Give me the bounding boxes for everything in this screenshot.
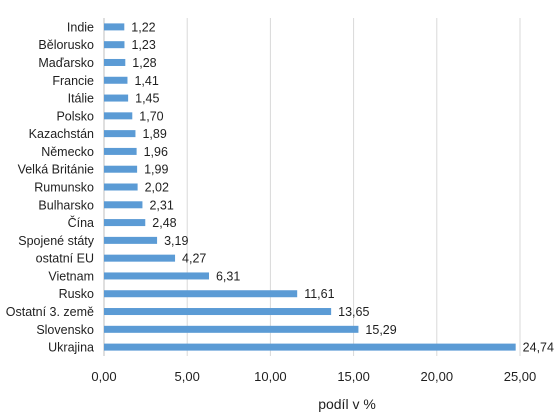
x-tick-label: 25,00: [504, 369, 537, 384]
value-label: 24,74: [523, 341, 554, 355]
bar: [104, 290, 298, 298]
value-label: 1,99: [144, 163, 168, 177]
x-tick-label: 10,00: [254, 369, 287, 384]
x-tick-label: 15,00: [337, 369, 370, 384]
bar: [104, 112, 133, 120]
bar: [104, 219, 146, 227]
category-label: Kazachstán: [29, 127, 94, 141]
bar: [104, 23, 125, 31]
x-tick-label: 0,00: [91, 369, 116, 384]
bar: [104, 343, 516, 351]
bars: [104, 23, 516, 351]
value-label: 13,65: [338, 305, 369, 319]
category-label: Rusko: [59, 287, 94, 301]
x-tick-label: 20,00: [421, 369, 454, 384]
x-axis-title: podíl v %: [318, 396, 376, 412]
bar: [104, 58, 126, 66]
bar: [104, 165, 138, 173]
bar: [104, 201, 143, 209]
category-labels: Indie Bělorusko Maďarsko Francie Itálie Polsk…: [6, 20, 95, 354]
category-label: Vietnam: [48, 269, 94, 283]
category-label: Itálie: [68, 92, 94, 106]
bar: [104, 130, 136, 138]
value-label: 1,45: [135, 92, 159, 106]
category-label: ostatní EU: [36, 252, 94, 266]
value-label: 2,02: [145, 181, 169, 195]
value-label: 3,19: [164, 234, 188, 248]
bar: [104, 183, 138, 191]
category-label: Spojené státy: [18, 234, 94, 248]
bar: [104, 308, 332, 316]
value-label: 1,41: [134, 74, 158, 88]
value-label: 15,29: [365, 323, 396, 337]
bar: [104, 147, 137, 155]
bar: [104, 236, 158, 244]
bar: [104, 272, 209, 280]
value-label: 4,27: [182, 252, 206, 266]
bar: [104, 325, 359, 333]
bar: [104, 76, 128, 84]
bar: [104, 94, 129, 102]
bar: [104, 254, 176, 262]
value-label: 1,22: [131, 20, 155, 34]
value-labels: 1,22 1,23 1,28 1,41 1,45 1,70 1,89 1,96 1,99 2,02…: [131, 20, 554, 354]
value-label: 1,70: [139, 109, 163, 123]
value-label: 1,23: [131, 38, 155, 52]
category-label: Rumunsko: [34, 181, 94, 195]
x-tick-label: 5,00: [175, 369, 200, 384]
value-label: 2,48: [152, 216, 176, 230]
category-label: Francie: [52, 74, 94, 88]
category-label: Polsko: [56, 109, 94, 123]
x-tick-labels: 0,00 5,00 10,00 15,00 20,00 25,00: [91, 369, 536, 384]
bar: [104, 41, 125, 49]
category-label: Ostatní 3. země: [6, 305, 94, 319]
category-label: Velká Británie: [18, 163, 94, 177]
category-label: Ukrajina: [48, 341, 94, 355]
category-label: Bulharsko: [38, 198, 94, 212]
category-label: Slovensko: [36, 323, 94, 337]
category-label: Německo: [41, 145, 94, 159]
category-label: Indie: [67, 20, 94, 34]
value-label: 6,31: [216, 269, 240, 283]
value-label: 11,61: [304, 287, 334, 301]
value-label: 1,28: [132, 56, 156, 70]
category-label: Čína: [68, 215, 94, 230]
value-label: 2,31: [149, 198, 173, 212]
gridlines: [103, 18, 521, 356]
category-label: Maďarsko: [38, 56, 94, 70]
category-label: Bělorusko: [38, 38, 94, 52]
value-label: 1,96: [144, 145, 168, 159]
value-label: 1,89: [142, 127, 166, 141]
